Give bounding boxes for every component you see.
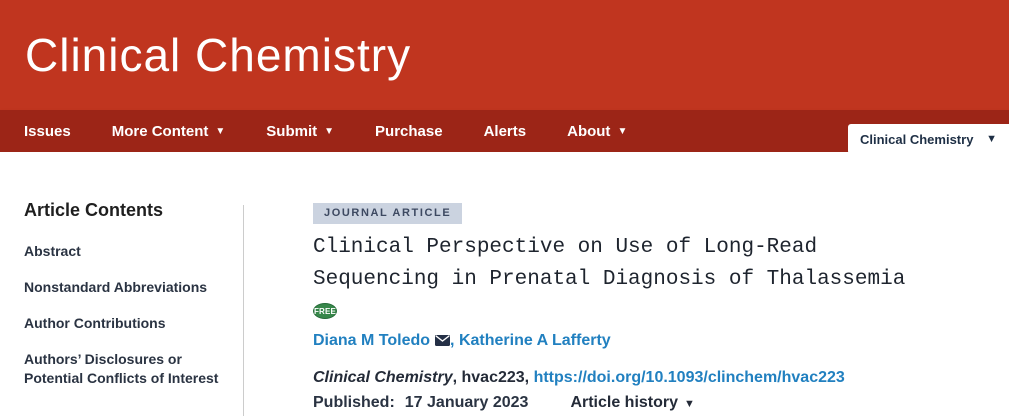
chevron-down-icon: ▼ [617,126,628,137]
sidebar-item-nonstandard-abbreviations[interactable]: Nonstandard Abbreviations [24,279,208,295]
citation-article-id: hvac223 [461,369,525,386]
doi-link[interactable]: https://doi.org/10.1093/clinchem/hvac223 [533,369,845,386]
chevron-down-icon: ▼ [986,133,997,145]
sidebar-item-abstract[interactable]: Abstract [24,243,81,259]
citation-journal: Clinical Chemistry [313,369,453,386]
nav-item-label: Purchase [375,122,443,140]
author-list: Diana M Toledo, Katherine A Lafferty [313,332,973,350]
nav-item-issues[interactable]: Issues [24,123,71,140]
email-icon[interactable] [435,333,451,351]
sidebar-item-author-contributions[interactable]: Author Contributions [24,315,166,331]
nav-item-more-content[interactable]: More Content ▼ [112,123,226,140]
chevron-down-icon: ▼ [684,398,695,410]
journal-select[interactable]: Clinical Chemistry ▼ [848,124,1009,154]
nav-item-label: Issues [24,122,71,140]
author-separator: , [450,332,459,349]
published-label: Published: [313,394,395,411]
site-header: Clinical Chemistry [0,0,1009,110]
nav-bar: Issues More Content ▼ Submit ▼ Purchase … [0,110,1009,154]
journal-logo[interactable]: Clinical Chemistry [25,29,412,81]
citation-line: Clinical Chemistry, hvac223, https://doi… [313,369,973,387]
article-history-label: Article history [570,394,679,411]
journal-article-badge: JOURNAL ARTICLE [313,203,463,224]
free-access-badge: FREE [313,303,337,319]
page-content: Article Contents Abstract Nonstandard Ab… [0,152,1009,416]
author-link-toledo[interactable]: Diana M Toledo [313,332,431,349]
article-contents-heading: Article Contents [24,200,164,220]
article-title: Clinical Perspective on Use of Long-Read… [313,236,906,291]
author-link-lafferty[interactable]: Katherine A Lafferty [458,332,611,349]
article-contents-sidebar: Article Contents Abstract Nonstandard Ab… [24,200,232,405]
vertical-divider [243,205,244,416]
nav-item-about[interactable]: About ▼ [567,123,627,140]
article-history-button[interactable]: Article history ▼ [570,394,694,412]
published-date: 17 January 2023 [404,394,529,411]
citation-separator: , [524,369,534,386]
chevron-down-icon: ▼ [215,126,226,137]
nav-item-submit[interactable]: Submit ▼ [266,123,334,140]
article-header: JOURNAL ARTICLE Clinical Perspective on … [313,203,973,412]
journal-select-value: Clinical Chemistry [860,131,974,147]
chevron-down-icon: ▼ [324,126,335,137]
nav-item-label: Submit [266,122,318,140]
nav-item-alerts[interactable]: Alerts [484,123,527,140]
sidebar-item-authors-disclosures[interactable]: Authors’ Disclosures or Potential Confli… [24,351,219,386]
nav-item-label: About [567,122,611,140]
published-row: Published: 17 January 2023 Article histo… [313,394,973,412]
nav-item-label: More Content [111,122,209,140]
nav-item-purchase[interactable]: Purchase [375,123,443,140]
nav-item-label: Alerts [483,122,527,140]
citation-separator: , [452,369,462,386]
